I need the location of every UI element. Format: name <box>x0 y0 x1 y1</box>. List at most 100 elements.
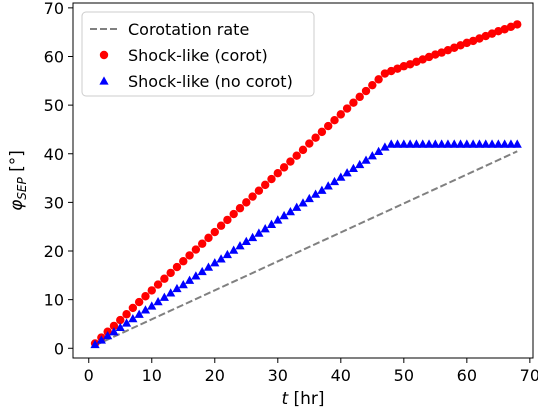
x-tick-label-0: 0 <box>84 366 94 385</box>
point-corot-31 <box>279 163 289 172</box>
point-corot-36 <box>311 133 320 142</box>
point-no-corot-27 <box>254 228 264 237</box>
point-no-corot-6 <box>121 318 132 327</box>
point-no-corot-18 <box>197 266 207 276</box>
point-corot-64 <box>487 29 497 38</box>
point-corot-17 <box>191 245 201 254</box>
point-no-corot-49 <box>392 139 403 148</box>
point-corot-24 <box>235 204 245 213</box>
point-corot-63 <box>481 31 490 41</box>
point-no-corot-61 <box>468 139 478 148</box>
x-tick-label-50: 50 <box>394 366 414 385</box>
point-no-corot-20 <box>210 258 220 267</box>
legend-label-3: Shock-like (no corot) <box>128 72 293 91</box>
point-corot-19 <box>204 233 213 243</box>
point-corot-68 <box>513 20 522 29</box>
point-corot-49 <box>393 64 402 73</box>
point-no-corot-60 <box>462 139 472 148</box>
point-no-corot-63 <box>481 139 491 148</box>
y-tick-label-20: 20 <box>44 242 64 261</box>
point-corot-38 <box>324 121 333 131</box>
x-tick-label-10: 10 <box>142 366 162 385</box>
point-no-corot-55 <box>430 139 440 148</box>
x-tick-label-60: 60 <box>457 366 477 385</box>
legend-swatch-no-corot <box>99 76 109 85</box>
x-tick-label-20: 20 <box>205 366 225 385</box>
point-corot-50 <box>399 62 409 71</box>
point-no-corot-25 <box>241 236 251 245</box>
point-no-corot-32 <box>285 207 295 216</box>
point-no-corot-46 <box>374 146 384 156</box>
point-corot-40 <box>336 110 346 119</box>
point-corot-21 <box>216 221 226 230</box>
point-corot-46 <box>374 75 383 84</box>
point-corot-54 <box>424 52 434 62</box>
legend-swatch-corot <box>99 50 109 60</box>
point-no-corot-7 <box>128 314 138 323</box>
point-no-corot-14 <box>172 283 182 293</box>
point-corot-28 <box>260 180 270 190</box>
point-corot-66 <box>500 25 509 34</box>
point-no-corot-17 <box>191 271 201 280</box>
y-axis-label: φSEP [°] <box>7 150 29 211</box>
point-no-corot-24 <box>235 241 245 250</box>
x-tick-label-30: 30 <box>268 366 288 385</box>
point-corot-45 <box>368 80 377 90</box>
point-corot-37 <box>317 127 327 137</box>
point-corot-59 <box>456 41 465 50</box>
point-corot-13 <box>166 268 175 278</box>
point-corot-42 <box>349 98 358 107</box>
point-no-corot-22 <box>222 249 232 259</box>
point-no-corot-31 <box>279 210 289 220</box>
legend: Corotation rate Shock-like (corot) Shock-l… <box>81 11 315 97</box>
point-no-corot-19 <box>203 262 214 271</box>
point-no-corot-48 <box>386 139 396 148</box>
point-corot-52 <box>412 57 421 67</box>
legend-box <box>81 11 315 97</box>
point-corot-43 <box>355 92 364 102</box>
point-no-corot-21 <box>216 254 226 263</box>
y-tick-label-30: 30 <box>44 193 64 212</box>
point-corot-16 <box>185 251 194 260</box>
point-no-corot-54 <box>424 139 434 148</box>
point-corot-65 <box>494 27 503 36</box>
point-no-corot-43 <box>355 159 365 169</box>
point-no-corot-9 <box>140 305 151 314</box>
point-corot-57 <box>443 45 453 55</box>
point-no-corot-10 <box>147 301 157 310</box>
x-tick-label-70: 70 <box>520 366 538 385</box>
point-corot-56 <box>437 48 446 57</box>
axes: 0 10 20 30 40 50 60 70 0 10 20 30 40 50 60 70 t [hr] φSEP… <box>7 0 538 409</box>
point-corot-11 <box>153 280 163 289</box>
legend-label-1: Corotation rate <box>128 20 249 39</box>
point-corot-51 <box>405 60 415 69</box>
point-corot-26 <box>248 192 257 201</box>
point-corot-18 <box>197 239 207 248</box>
point-no-corot-67 <box>506 139 516 148</box>
point-no-corot-3 <box>103 331 113 340</box>
point-no-corot-4 <box>109 327 119 336</box>
point-no-corot-36 <box>311 189 321 198</box>
point-no-corot-28 <box>260 224 270 233</box>
plot-marks <box>90 20 522 349</box>
point-no-corot-2 <box>96 335 106 344</box>
x-tick-label-40: 40 <box>331 366 351 385</box>
point-corot-22 <box>223 215 232 225</box>
y-tick-label-50: 50 <box>44 96 64 115</box>
legend-label-2: Shock-like (corot) <box>128 46 268 65</box>
point-no-corot-35 <box>304 193 314 203</box>
point-corot-44 <box>361 86 371 96</box>
point-corot-23 <box>229 209 238 219</box>
point-no-corot-58 <box>449 139 459 148</box>
point-no-corot-13 <box>166 288 176 297</box>
point-no-corot-16 <box>184 275 195 284</box>
point-corot-8 <box>134 297 144 307</box>
point-corot-12 <box>160 274 169 283</box>
point-corot-15 <box>179 257 188 266</box>
point-no-corot-38 <box>323 181 333 190</box>
point-no-corot-56 <box>437 139 447 148</box>
point-no-corot-65 <box>493 139 503 148</box>
point-no-corot-23 <box>229 245 239 254</box>
point-corot-25 <box>242 198 251 207</box>
